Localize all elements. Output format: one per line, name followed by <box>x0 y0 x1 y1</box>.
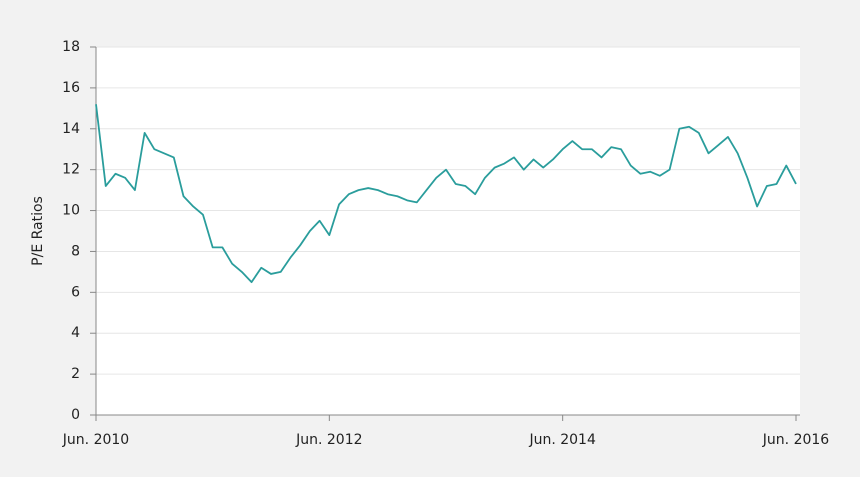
y-tick-label: 14 <box>62 121 80 137</box>
plot-area <box>96 47 800 415</box>
y-tick-label: 4 <box>71 325 80 341</box>
y-tick-label: 18 <box>62 39 80 55</box>
y-tick-label: 12 <box>62 162 80 178</box>
y-tick-label: 6 <box>71 284 80 300</box>
x-tick-label: Jun. 2016 <box>762 432 829 448</box>
y-tick-label: 2 <box>71 366 80 382</box>
x-tick-label: Jun. 2014 <box>528 432 595 448</box>
y-tick-label: 0 <box>71 407 80 423</box>
y-tick-label: 16 <box>62 80 80 96</box>
x-tick-label: Jun. 2010 <box>62 432 129 448</box>
y-tick-label: 10 <box>62 203 80 219</box>
line <box>95 104 797 284</box>
x-tick-label: Jun. 2012 <box>295 432 362 448</box>
y-axis-label: P/E Ratios <box>30 196 46 266</box>
y-tick-label: 8 <box>71 243 80 259</box>
